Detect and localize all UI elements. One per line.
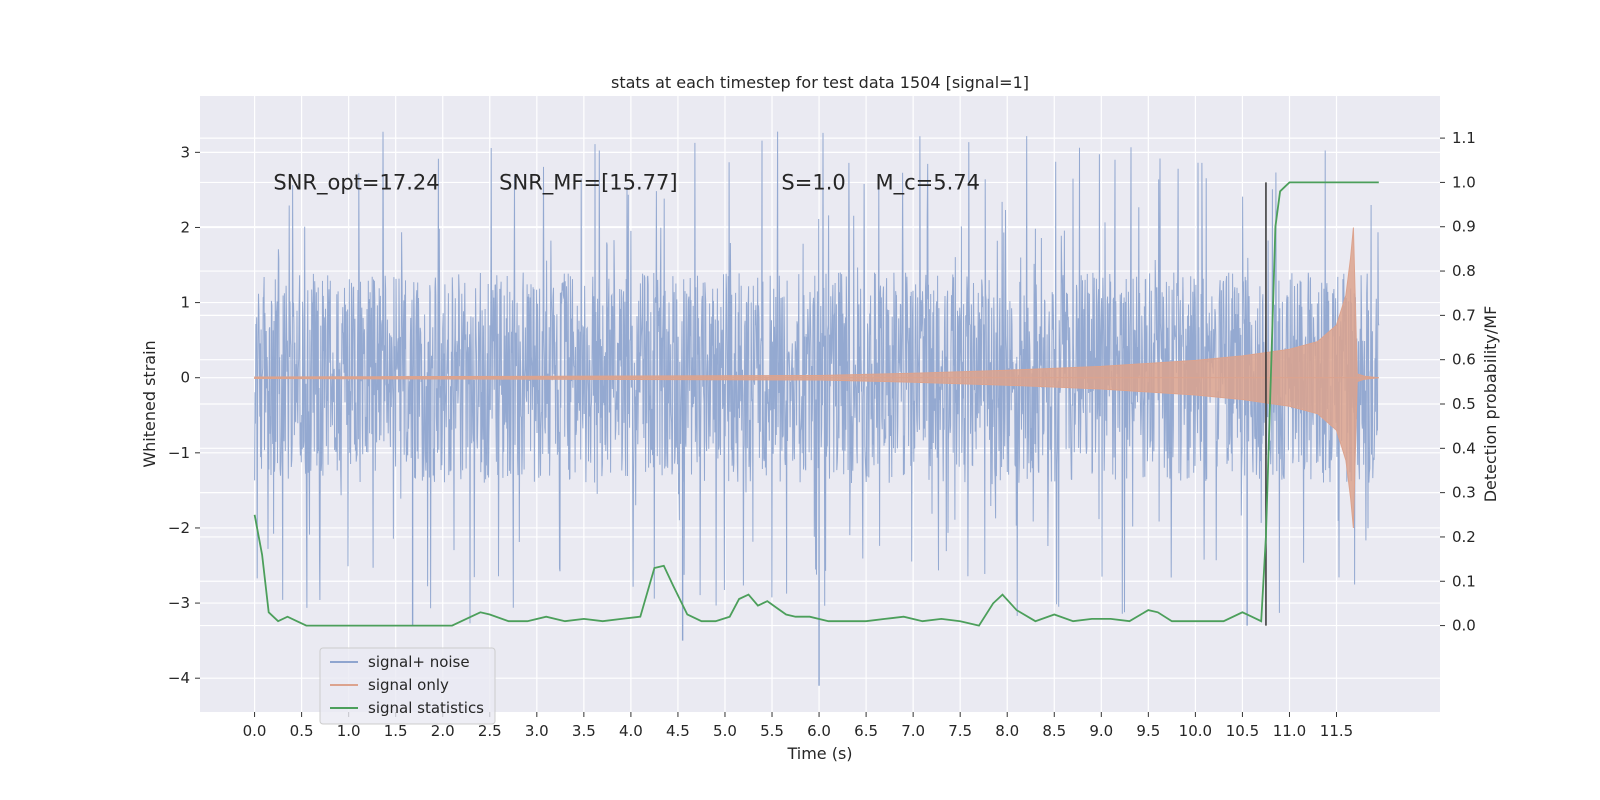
- y-right-tick-label: 0.3: [1452, 484, 1476, 502]
- x-tick-label: 6.5: [854, 722, 878, 740]
- x-tick-label: 11.0: [1273, 722, 1306, 740]
- y-right-tick-label: 0.0: [1452, 617, 1476, 635]
- annotation-text: M_c=5.74: [876, 170, 981, 195]
- annotation-text: S=1.0: [781, 170, 845, 194]
- data-layer: [253, 131, 1380, 686]
- annotations: SNR_opt=17.24 SNR_MF=[15.77] S=1.0 M_c=5.74: [273, 170, 980, 195]
- y-tick-label: 1: [180, 294, 190, 312]
- y-right-tick-label: 0.8: [1452, 262, 1476, 280]
- x-tick-label: 7.5: [948, 722, 972, 740]
- y-tick-label: −4: [168, 669, 190, 687]
- y-axis-label: Whitened strain: [140, 340, 159, 467]
- y-right-tick-label: 0.5: [1452, 395, 1476, 413]
- y-tick-label: −3: [168, 594, 190, 612]
- y-right-tick-label: 0.4: [1452, 439, 1476, 457]
- x-tick-label: 4.0: [619, 722, 643, 740]
- x-tick-label: 2.0: [431, 722, 455, 740]
- x-tick-label: 1.5: [384, 722, 408, 740]
- y-tick-label: 3: [180, 143, 190, 161]
- x-tick-label: 5.5: [760, 722, 784, 740]
- y-right-tick-label: 1.1: [1452, 129, 1476, 147]
- x-tick-label: 10.5: [1226, 722, 1259, 740]
- y-tick-label: −1: [168, 444, 190, 462]
- axes: 0.0 0.5 1.0 1.5 2.0 2.5 3.0 3.5 4.0 4.5 5.0 5.5 6.0 6…: [168, 129, 1476, 740]
- x-tick-label: 3.5: [572, 722, 596, 740]
- chart-title: stats at each timestep for test data 150…: [611, 73, 1029, 92]
- x-tick-label: 9.5: [1136, 722, 1160, 740]
- y-right-tick-label: 0.6: [1452, 351, 1476, 369]
- y-tick-label: −2: [168, 519, 190, 537]
- x-tick-label: 0.5: [290, 722, 314, 740]
- x-tick-label: 10.0: [1179, 722, 1212, 740]
- legend-box: [319, 647, 496, 725]
- x-tick-label: 3.0: [525, 722, 549, 740]
- legend-label-signal-noise: signal+ noise: [368, 653, 470, 671]
- x-tick-label: 9.0: [1089, 722, 1113, 740]
- x-tick-label: 8.0: [995, 722, 1019, 740]
- y-right-tick-label: 0.9: [1452, 218, 1476, 236]
- x-tick-label: 11.5: [1320, 722, 1353, 740]
- x-axis-label: Time (s): [786, 744, 852, 763]
- x-tick-label: 8.5: [1042, 722, 1066, 740]
- y-right-tick-label: 0.1: [1452, 572, 1476, 590]
- annotation-text: SNR_MF=[15.77]: [499, 170, 677, 195]
- y-right-tick-label: 0.7: [1452, 306, 1476, 324]
- x-tick-label: 6.0: [807, 722, 831, 740]
- x-tick-label: 5.0: [713, 722, 737, 740]
- annotation-text: SNR_opt=17.24: [273, 170, 439, 195]
- x-tick-label: 1.0: [337, 722, 361, 740]
- legend-label-signal-statistics: signal statistics: [368, 699, 484, 717]
- y-tick-label: 2: [180, 218, 190, 236]
- legend-label-signal-only: signal only: [368, 676, 449, 694]
- x-tick-label: 4.5: [666, 722, 690, 740]
- x-tick-label: 7.0: [901, 722, 925, 740]
- legend: signal+ noise signal only signal statist…: [319, 647, 496, 725]
- y-right-axis-label: Detection probability/MF: [1481, 306, 1500, 503]
- x-tick-label: 0.0: [243, 722, 267, 740]
- y-right-tick-label: 0.2: [1452, 528, 1476, 546]
- y-tick-label: 0: [180, 369, 190, 387]
- y-right-tick-label: 1.0: [1452, 173, 1476, 191]
- series-signal-noise: [254, 131, 1380, 624]
- x-tick-label: 2.5: [478, 722, 502, 740]
- series-signal-statistics: [253, 181, 1379, 627]
